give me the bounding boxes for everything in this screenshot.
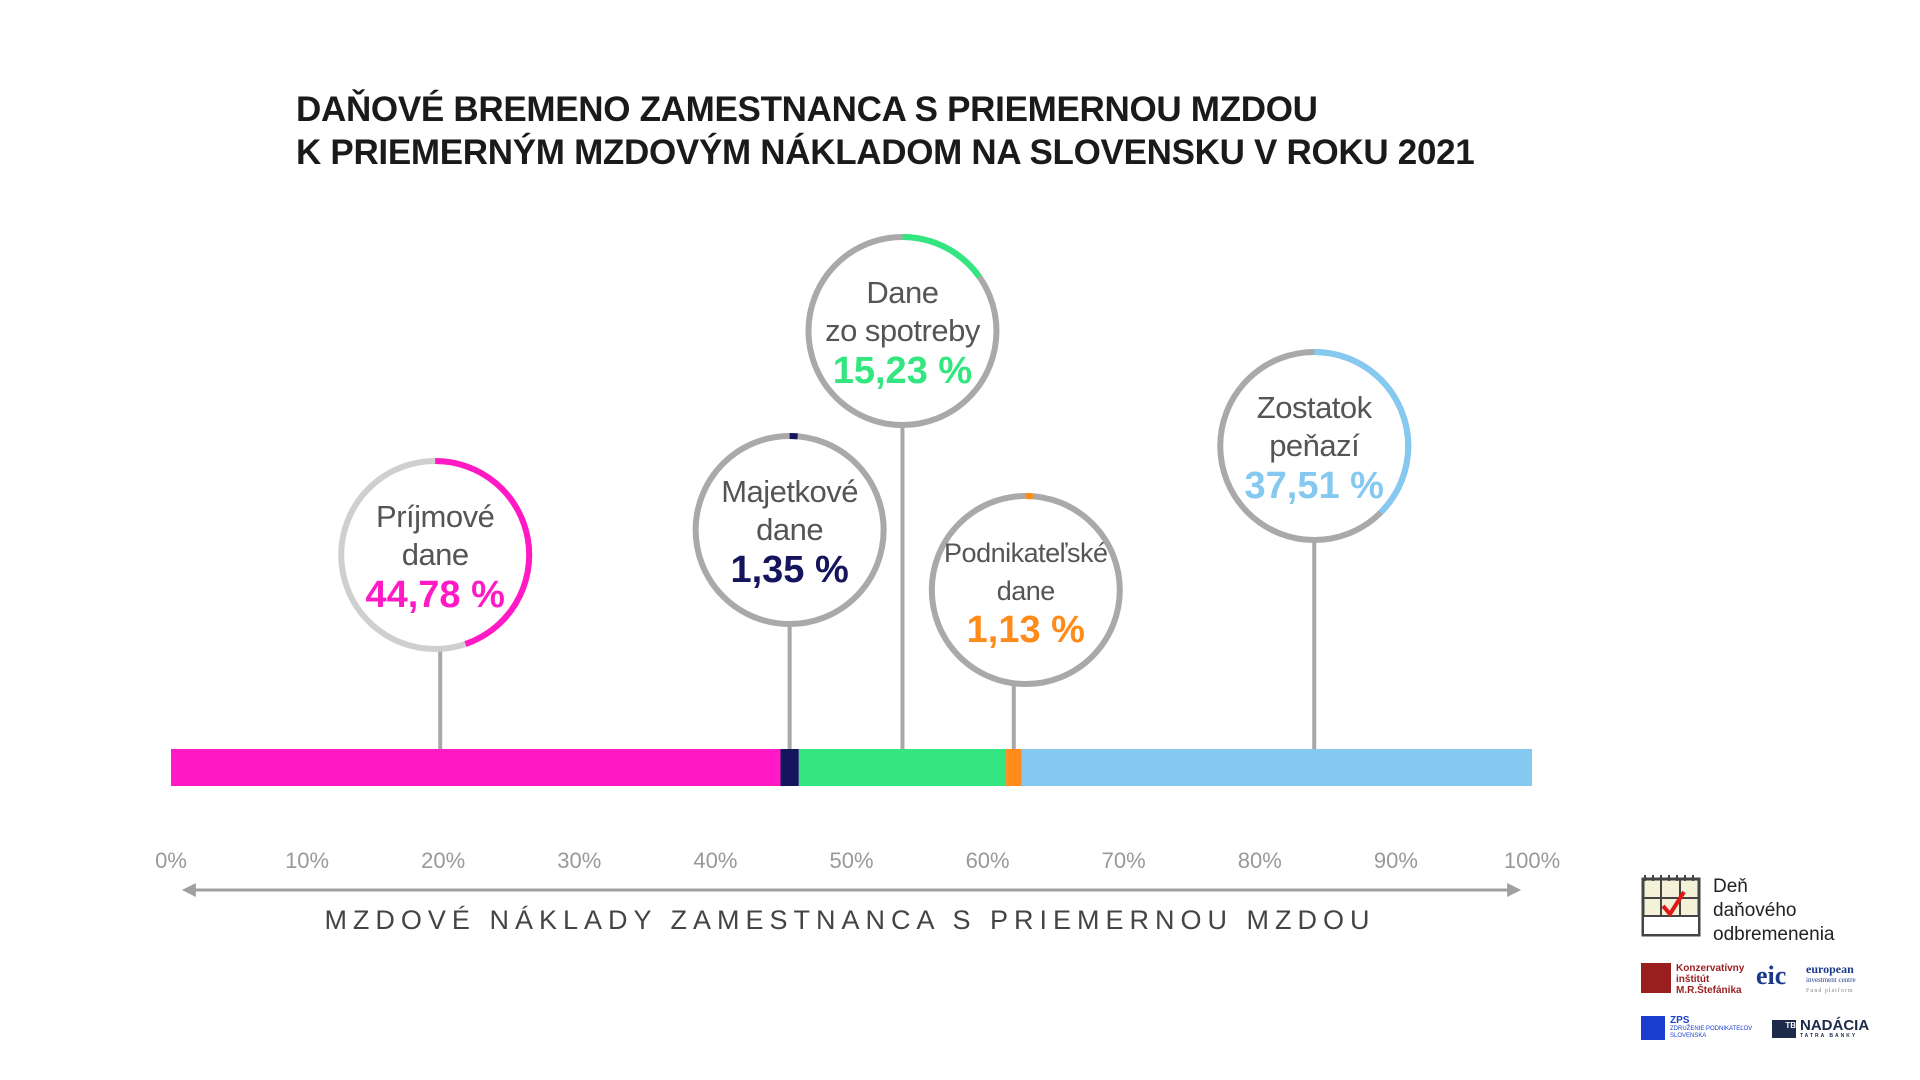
bubble-label-3-0: Podnikateľské <box>944 538 1107 568</box>
bubble-label-2-0: Dane <box>866 275 938 310</box>
bubble-label-2-1: zo spotreby <box>825 313 981 348</box>
x-tick-label-10: 100% <box>1504 848 1560 873</box>
bubble-value-4: 37,51 % <box>1245 465 1384 507</box>
bar-segment-3 <box>1006 749 1022 786</box>
eic-name-2: investment centre <box>1806 976 1856 984</box>
tb-mark: TB <box>1772 1020 1796 1038</box>
bar-segment-4 <box>1021 749 1532 786</box>
arrow-right-icon <box>1507 883 1522 897</box>
bubble-label-1-1: dane <box>756 512 823 547</box>
ddo-line-2: daňového <box>1713 900 1797 921</box>
bubble-progress-arc-2 <box>902 234 982 279</box>
kimrs-mark-icon <box>1641 963 1671 993</box>
zps-mark-icon <box>1641 1016 1665 1040</box>
bubble-label-4-1: peňazí <box>1269 428 1360 463</box>
bubble-progress-arc-4 <box>1314 349 1412 515</box>
x-tick-label-5: 50% <box>829 848 873 873</box>
zps-name-2: SLOVENSKA <box>1670 1033 1707 1039</box>
bar-segment-1 <box>780 749 799 786</box>
kimrs-line-3: M.R.Štefánika <box>1676 985 1742 996</box>
partner-logos: Deň daňového odbremenenia Konzervatívny … <box>1636 868 1896 1068</box>
bubble-value-1: 1,35 % <box>730 549 848 591</box>
x-tick-label-3: 30% <box>557 848 601 873</box>
x-tick-label-4: 40% <box>693 848 737 873</box>
chart-title-line-1: DAŇOVÉ BREMENO ZAMESTNANCA S PRIEMERNOU … <box>296 90 1318 129</box>
eic-tag: Fund platform <box>1806 988 1854 994</box>
bubble-value-2: 15,23 % <box>833 350 972 392</box>
calendar-check-icon <box>1641 875 1701 937</box>
ntb-name-1: NADÁCIA <box>1800 1017 1870 1034</box>
x-tick-label-6: 60% <box>966 848 1010 873</box>
zps-name-1: ZDRUŽENIE PODNIKATEĽOV <box>1670 1026 1753 1032</box>
kimrs-line-2: inštitút <box>1676 974 1710 985</box>
x-tick-label-2: 20% <box>421 848 465 873</box>
chart-title-line-2: K PRIEMERNÝM MZDOVÝM NÁKLADOM NA SLOVENS… <box>296 133 1475 172</box>
bubble-label-1-0: Majetkové <box>721 474 858 509</box>
ddo-line-3: odbremenenia <box>1713 924 1835 945</box>
zps-mark: ZPS <box>1670 1015 1690 1026</box>
eic-name-1: european <box>1806 962 1854 976</box>
bubble-label-4-0: Zostatok <box>1257 390 1373 425</box>
bubble-progress-arc-0 <box>435 458 533 647</box>
den-danoveho-odbremenenia-logo: Deň daňového odbremenenia <box>1641 873 1834 945</box>
bubble-value-3: 1,13 % <box>967 609 1085 651</box>
x-axis-title: MZDOVÉ NÁKLADY ZAMESTNANCA S PRIEMERNOU … <box>324 905 1376 935</box>
x-tick-label-8: 80% <box>1238 848 1282 873</box>
bar-segment-0 <box>171 749 781 786</box>
x-tick-label-0: 0% <box>155 848 187 873</box>
kimrs-line-1: Konzervatívny <box>1676 963 1745 974</box>
bubble-label-0-1: dane <box>402 537 469 572</box>
x-tick-label-1: 10% <box>285 848 329 873</box>
ddo-line-1: Deň <box>1713 876 1748 897</box>
arrow-left-icon <box>181 883 196 897</box>
bubble-value-0: 44,78 % <box>365 574 504 616</box>
ntb-name-2: TATRA BANKY <box>1800 1033 1858 1039</box>
x-tick-label-9: 90% <box>1374 848 1418 873</box>
x-tick-label-7: 70% <box>1102 848 1146 873</box>
bubble-label-3-1: dane <box>997 576 1055 606</box>
bar-segment-2 <box>798 749 1007 786</box>
bubble-label-0-0: Príjmové <box>376 499 494 534</box>
eic-mark: eic <box>1756 961 1787 990</box>
